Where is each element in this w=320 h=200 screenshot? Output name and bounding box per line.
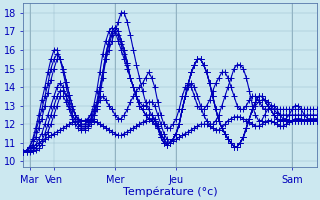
X-axis label: Température (°c): Température (°c) <box>123 186 217 197</box>
